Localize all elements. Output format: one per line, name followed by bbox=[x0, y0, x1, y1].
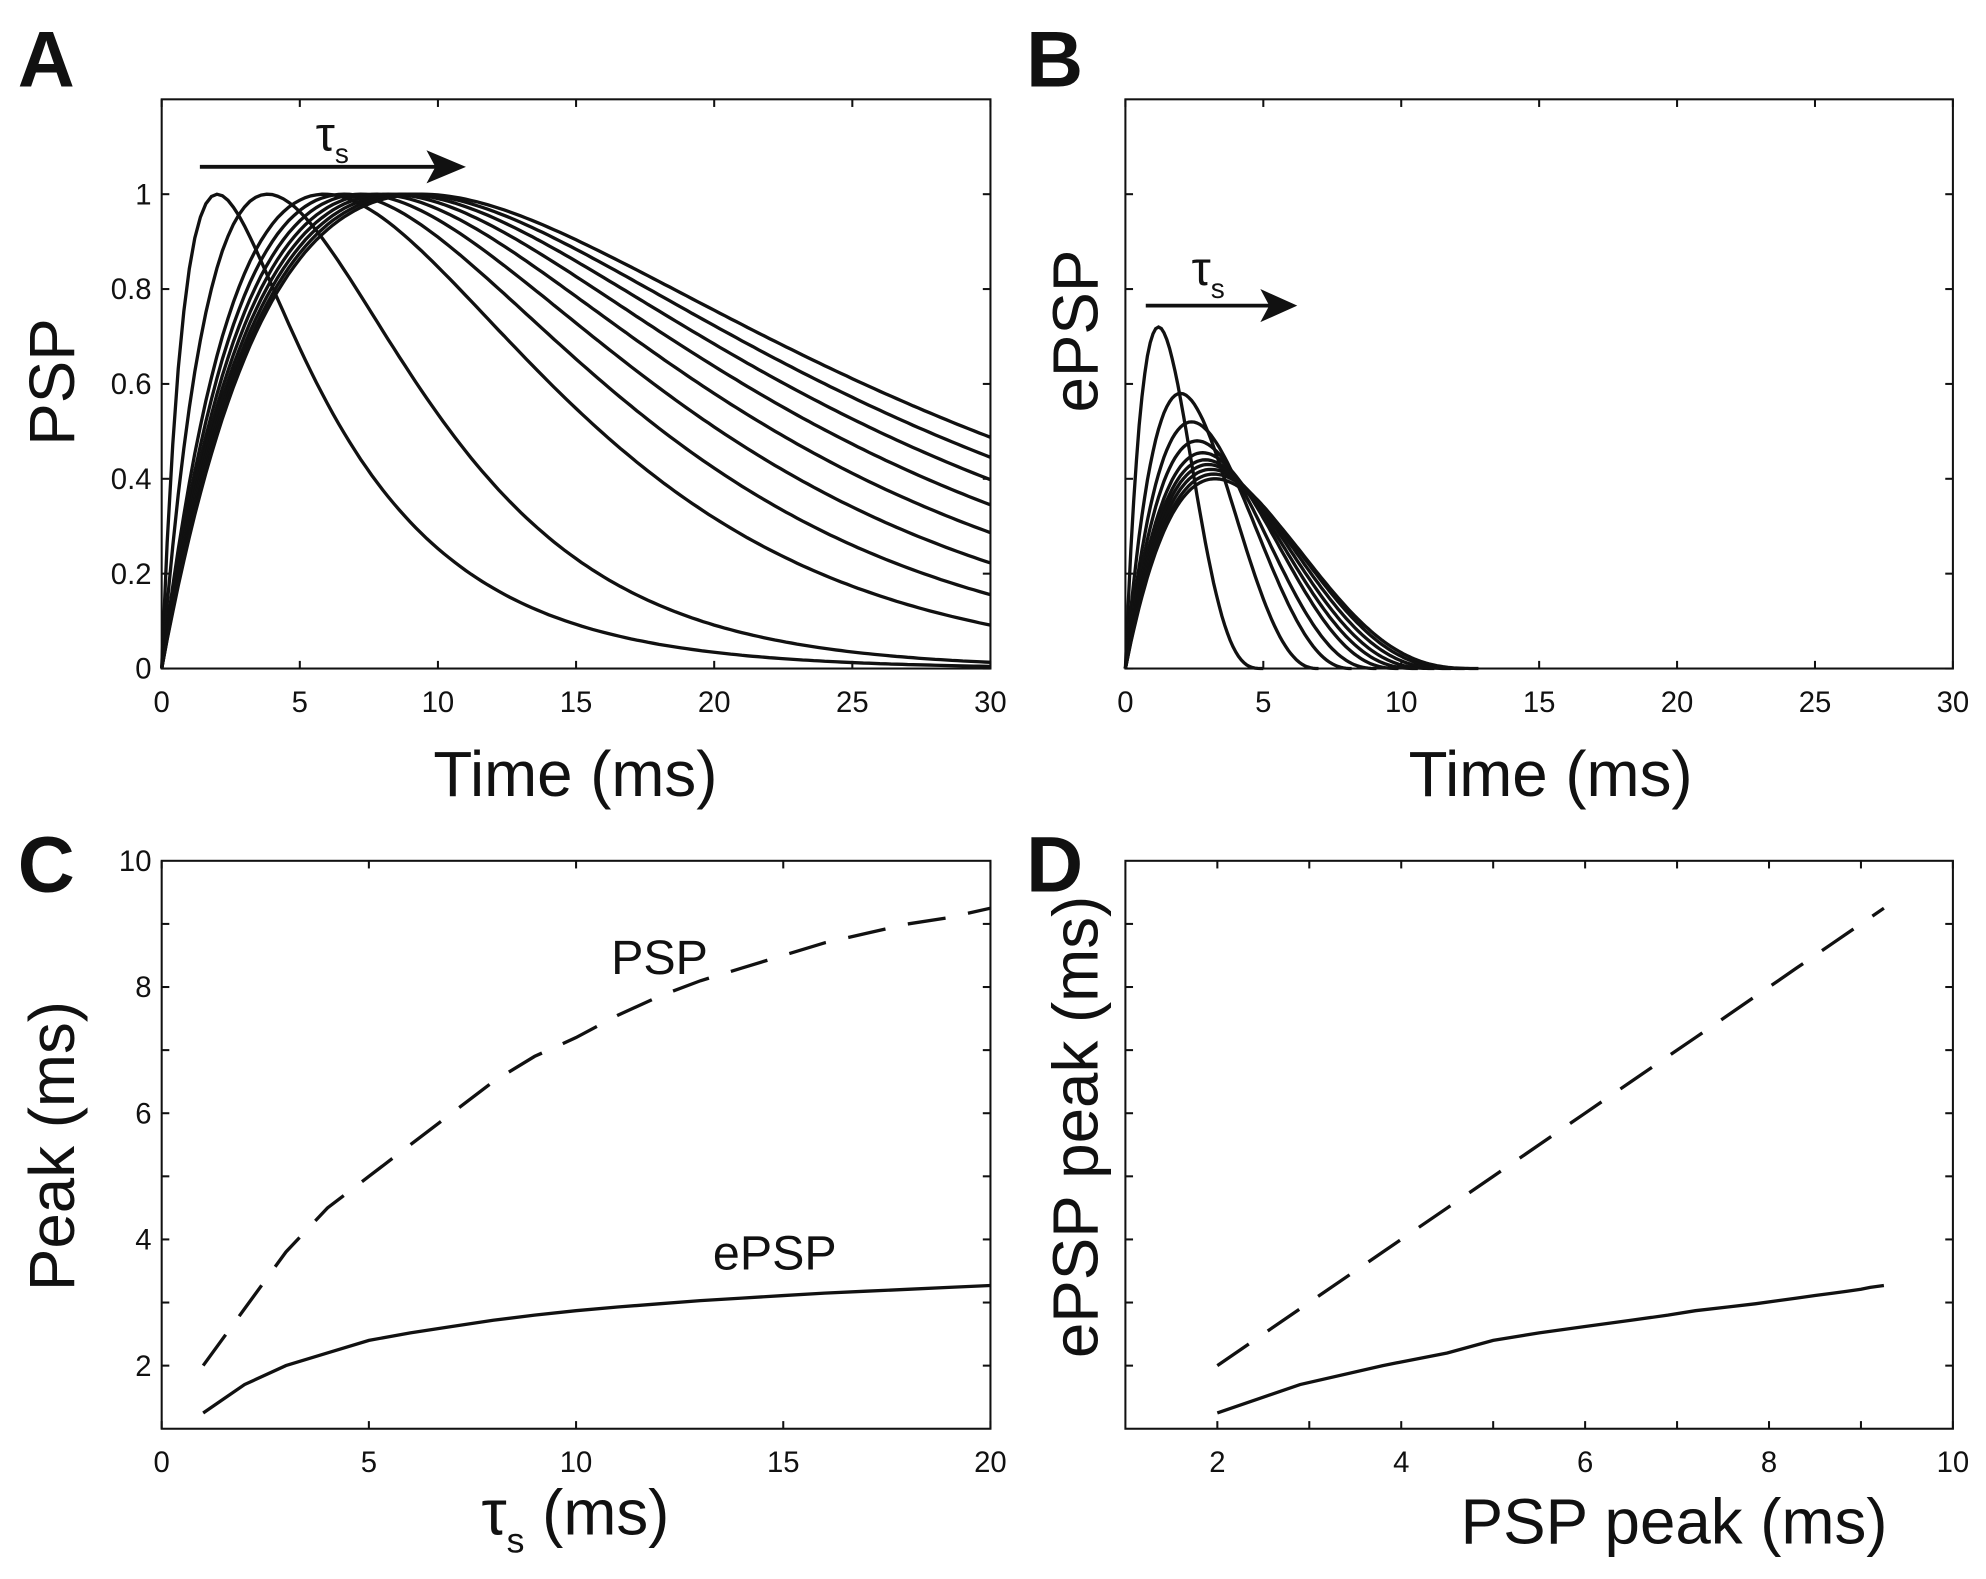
panel-d-xtick-label: 6 bbox=[1577, 1446, 1593, 1479]
panel-c-psp-peak-line bbox=[201, 906, 991, 1367]
panel-d-xlabel: PSP peak (ms) bbox=[1461, 1486, 1888, 1557]
panel-d-xtick-label: 8 bbox=[1761, 1446, 1777, 1479]
svg-text:τs: τs bbox=[316, 107, 349, 169]
psp-curve-9 bbox=[160, 192, 992, 669]
panel-c-ytick-label: 2 bbox=[135, 1350, 151, 1383]
panel-b-xtick-label: 15 bbox=[1523, 686, 1556, 719]
panel-a-ylabel: PSP bbox=[17, 318, 88, 445]
panel-b-tau-arrow: τs bbox=[1145, 242, 1298, 323]
panel-c-xtick-label: 5 bbox=[361, 1446, 377, 1479]
panel-c-xtick-label: 15 bbox=[767, 1446, 800, 1479]
tau-subscript: s bbox=[1211, 273, 1225, 304]
psp-curve-1 bbox=[160, 192, 991, 669]
panel-b-xtick-label: 0 bbox=[1117, 686, 1133, 719]
panel-c-xlabel: τs (ms) bbox=[481, 1477, 669, 1560]
panel-d-xtick-label: 10 bbox=[1937, 1446, 1970, 1479]
xlabel-units: (ms) bbox=[524, 1477, 669, 1548]
epsp-curve-4 bbox=[1123, 439, 1377, 671]
panel-d-psp-peak-line bbox=[1216, 906, 1885, 1367]
panel-a-ytick-label: 0.6 bbox=[111, 368, 152, 401]
panel-a-xtick-label: 30 bbox=[974, 686, 1007, 719]
panel-letter-d: D bbox=[1026, 820, 1083, 908]
psp-curve-5 bbox=[160, 192, 991, 669]
tau-subscript: s bbox=[507, 1520, 525, 1560]
tau-symbol: τ bbox=[481, 1477, 506, 1548]
panel-c-xtick-label: 20 bbox=[974, 1446, 1007, 1479]
panel-d-xtick-label: 4 bbox=[1393, 1446, 1409, 1479]
panel-c-xtick-label: 10 bbox=[560, 1446, 593, 1479]
epsp-curve-8 bbox=[1123, 467, 1451, 671]
panel-b-xtick-label: 25 bbox=[1799, 686, 1832, 719]
panel-d-ylabel: ePSP peak (ms) bbox=[1040, 896, 1111, 1358]
panel-a-ytick-label: 0.8 bbox=[111, 273, 152, 306]
psp-curve-8 bbox=[160, 192, 992, 669]
panel-a-tau-arrow: τs bbox=[199, 107, 466, 184]
epsp-curve-10 bbox=[1123, 477, 1479, 671]
panel-c-epsp-label: ePSP bbox=[713, 1227, 837, 1281]
panel-a-ytick-label: 0.2 bbox=[111, 558, 152, 591]
panel-a-xtick-label: 5 bbox=[292, 686, 308, 719]
panel-c-epsp-peak-line bbox=[202, 1283, 991, 1415]
tau-symbol: τ bbox=[316, 107, 335, 161]
panel-b-xtick-label: 20 bbox=[1661, 686, 1694, 719]
panel-letter-a: A bbox=[18, 16, 75, 104]
epsp-curve-5 bbox=[1123, 451, 1399, 671]
epsp-curve-7 bbox=[1123, 462, 1435, 671]
psp-curve-6 bbox=[160, 192, 992, 669]
panel-a-ytick-label: 0 bbox=[135, 653, 151, 686]
panel-d-epsp-peak-line bbox=[1216, 1283, 1885, 1415]
panel-b-xtick-label: 10 bbox=[1385, 686, 1418, 719]
panel-b-xlabel: Time (ms) bbox=[1409, 739, 1693, 810]
panel-c-ytick-label: 10 bbox=[119, 845, 152, 878]
panel-c-ylabel: Peak (ms) bbox=[17, 1001, 88, 1291]
panel-c-ytick-label: 6 bbox=[135, 1097, 151, 1130]
panel-a-xtick-label: 0 bbox=[154, 686, 170, 719]
panel-c-psp-label: PSP bbox=[611, 931, 708, 985]
panel-c-ytick-label: 8 bbox=[135, 971, 151, 1004]
panel-a-xtick-label: 20 bbox=[698, 686, 731, 719]
panel-c-axes-frame bbox=[160, 859, 992, 1430]
panel-a-xtick-label: 10 bbox=[422, 686, 455, 719]
panel-a-xtick-label: 25 bbox=[836, 686, 869, 719]
panel-a-ytick-label: 0.4 bbox=[111, 463, 152, 496]
panel-a-xtick-label: 15 bbox=[560, 686, 593, 719]
tau-symbol: τ bbox=[1192, 242, 1211, 296]
tau-subscript: s bbox=[335, 138, 349, 169]
psp-curve-7 bbox=[160, 192, 992, 669]
panel-c-xtick-label: 0 bbox=[154, 1446, 170, 1479]
panel-b-ylabel: ePSP bbox=[1040, 250, 1111, 413]
panel-d-xtick-label: 2 bbox=[1209, 1446, 1225, 1479]
panel-a-xlabel: Time (ms) bbox=[433, 739, 717, 810]
panel-b-xtick-label: 30 bbox=[1937, 686, 1970, 719]
panel-c-ytick-label: 4 bbox=[135, 1224, 151, 1257]
psp-curve-4 bbox=[160, 192, 991, 669]
panel-b-axes-frame bbox=[1124, 98, 1954, 670]
panel-letter-c: C bbox=[18, 820, 75, 908]
svg-text:τs: τs bbox=[1192, 242, 1225, 304]
panel-d-axes-frame bbox=[1124, 859, 1954, 1430]
panel-a-ytick-label: 1 bbox=[135, 178, 151, 211]
panel-letter-b: B bbox=[1026, 16, 1083, 104]
panel-b-xtick-label: 5 bbox=[1255, 686, 1271, 719]
psp-curve-3 bbox=[160, 192, 991, 669]
epsp-curve-6 bbox=[1123, 458, 1418, 671]
psp-curve-10 bbox=[160, 192, 992, 669]
